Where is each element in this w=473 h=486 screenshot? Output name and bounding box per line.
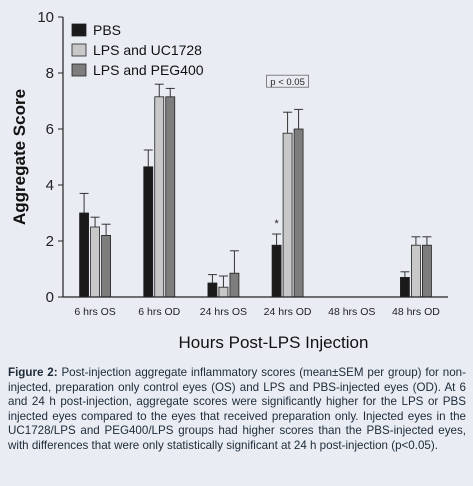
bar — [154, 96, 165, 298]
bar — [411, 244, 421, 298]
legend: PBS LPS and UC1728 LPS and PEG400 — [71, 22, 204, 78]
legend-label: PBS — [93, 22, 121, 38]
bar — [293, 128, 304, 298]
x-axis-title: Hours Post-LPS Injection — [179, 333, 369, 352]
x-tick-label: 6 hrs OD — [138, 306, 180, 318]
x-axis-ticks: 6 hrs OS 6 hrs OD 24 hrs OS 24 hrs OD 48 hrs… — [74, 306, 440, 318]
legend-swatch — [71, 63, 87, 77]
bar — [400, 276, 410, 298]
bar-chart: 0 2 4 6 8 10 6 hrs OS 6 hrs OD 24 hrs OS 24 hrs … — [10, 9, 448, 352]
figure-label: Figure 2: — [8, 366, 58, 379]
bar — [271, 244, 282, 298]
bar — [282, 132, 293, 298]
x-tick-label: 24 hrs OS — [200, 306, 247, 318]
error-bars — [79, 83, 432, 288]
y-tick-label: 4 — [46, 177, 54, 194]
y-axis-ticks: 0 2 4 6 8 10 — [37, 9, 63, 306]
bar — [143, 166, 154, 298]
y-tick-label: 8 — [46, 65, 54, 82]
figure-caption: Figure 2: Post-injection aggregate infla… — [8, 366, 466, 454]
y-tick-label: 10 — [37, 9, 54, 26]
y-axis-title: Aggregate Score — [10, 89, 29, 225]
y-tick-label: 6 — [46, 121, 54, 138]
legend-label: LPS and PEG400 — [93, 62, 204, 78]
bar — [79, 212, 89, 298]
bars — [79, 96, 432, 298]
caption-text: Post-injection aggregate inflammatory sc… — [8, 366, 466, 452]
x-tick-label: 24 hrs OD — [264, 306, 312, 318]
bar — [422, 244, 432, 298]
x-tick-label: 48 hrs OD — [392, 306, 440, 318]
bar — [218, 286, 229, 298]
bar — [165, 96, 176, 298]
bar — [229, 272, 240, 298]
legend-label: LPS and UC1728 — [93, 42, 202, 58]
significance-marker: * — [274, 218, 279, 230]
annotations: p < 0.05 * — [266, 74, 309, 230]
x-tick-label: 48 hrs OS — [328, 306, 375, 318]
p-value-label: p < 0.05 — [270, 77, 305, 88]
legend-swatch — [71, 23, 87, 37]
bar — [207, 282, 218, 298]
y-tick-label: 2 — [46, 233, 54, 250]
bar — [101, 234, 111, 298]
p-value-box — [266, 74, 309, 88]
x-tick-label: 6 hrs OS — [74, 306, 115, 318]
y-tick-label: 0 — [46, 289, 54, 306]
bar — [90, 226, 100, 298]
legend-swatch — [71, 43, 87, 57]
